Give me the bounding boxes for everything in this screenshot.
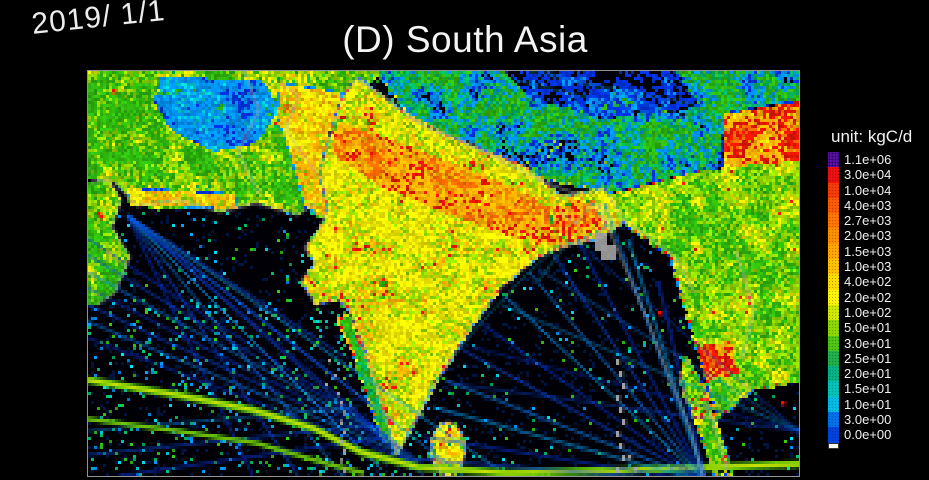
emission-heatmap-canvas — [88, 71, 799, 476]
legend-unit-label: unit: kgC/d — [831, 127, 913, 146]
legend-value: 0.0e+00 — [844, 427, 892, 443]
legend-value: 1.1e+06 — [844, 152, 892, 167]
legend-swatch — [828, 289, 839, 305]
legend: unit: kgC/d 1.1e+06 3.0e+04 1.0e+04 4.0e+03… — [828, 127, 912, 449]
legend-entry: 2.7e+03 — [828, 213, 912, 229]
legend-swatch — [828, 366, 839, 382]
legend-swatch — [828, 320, 839, 336]
legend-swatch — [828, 381, 839, 397]
legend-value: 1.5e+03 — [844, 243, 892, 259]
legend-entry: 1.1e+06 — [828, 152, 912, 168]
legend-value: 4.0e+03 — [844, 197, 892, 213]
legend-swatch — [828, 350, 839, 367]
legend-value: 1.5e+01 — [844, 381, 892, 397]
legend-entry: 4.0e+02 — [828, 274, 912, 290]
legend-value: 2.0e+01 — [844, 366, 892, 382]
legend-swatch — [828, 213, 839, 229]
legend-entry: 1.5e+01 — [828, 381, 912, 397]
legend-swatch — [828, 182, 839, 198]
legend-swatch — [828, 243, 839, 260]
legend-entries: 1.1e+06 3.0e+04 1.0e+04 4.0e+03 2.7e+03 2.0e+… — [828, 152, 912, 443]
legend-swatch — [828, 396, 839, 413]
legend-swatch — [828, 259, 839, 275]
legend-swatch — [828, 197, 839, 214]
legend-swatch — [828, 412, 839, 428]
legend-entry: 2.0e+02 — [828, 289, 912, 305]
legend-value: 2.7e+03 — [844, 213, 892, 229]
legend-value: 1.0e+04 — [844, 182, 892, 198]
legend-entry: 0.0e+00 — [828, 427, 912, 443]
legend-entry: 3.0e+01 — [828, 335, 912, 351]
legend-entry: 1.0e+01 — [828, 396, 912, 413]
legend-swatch — [828, 228, 839, 244]
legend-swatch — [828, 167, 839, 183]
legend-value: 1.0e+02 — [844, 304, 892, 320]
legend-entry: 3.0e+04 — [828, 167, 912, 183]
legend-entry: 2.0e+03 — [828, 228, 912, 244]
legend-swatch — [828, 304, 839, 321]
legend-swatch — [828, 335, 839, 351]
legend-entry: 1.0e+03 — [828, 259, 912, 275]
legend-swatch — [828, 427, 839, 443]
legend-entry: 1.0e+02 — [828, 304, 912, 321]
page-title: (D) South Asia — [342, 19, 588, 60]
legend-entry: 3.0e+00 — [828, 412, 912, 428]
legend-value: 5.0e+01 — [844, 320, 892, 336]
legend-value: 3.0e+04 — [844, 167, 892, 183]
legend-entry: 2.0e+01 — [828, 366, 912, 382]
legend-entry: 4.0e+03 — [828, 197, 912, 214]
legend-value: 2.0e+02 — [844, 289, 892, 305]
legend-value: 4.0e+02 — [844, 274, 892, 290]
legend-below-scale-swatch — [828, 442, 839, 449]
legend-value: 2.5e+01 — [844, 350, 892, 366]
legend-value: 1.0e+03 — [844, 259, 892, 275]
legend-swatch — [828, 274, 839, 290]
legend-value: 2.0e+03 — [844, 228, 892, 244]
legend-swatch — [828, 152, 839, 168]
legend-value: 1.0e+01 — [844, 396, 892, 412]
emission-map-figure — [87, 70, 800, 477]
legend-value: 3.0e+01 — [844, 335, 892, 351]
legend-value: 3.0e+00 — [844, 412, 892, 428]
legend-entry: 5.0e+01 — [828, 320, 912, 336]
legend-entry: 1.5e+03 — [828, 243, 912, 260]
legend-entry: 1.0e+04 — [828, 182, 912, 198]
legend-entry: 2.5e+01 — [828, 350, 912, 367]
